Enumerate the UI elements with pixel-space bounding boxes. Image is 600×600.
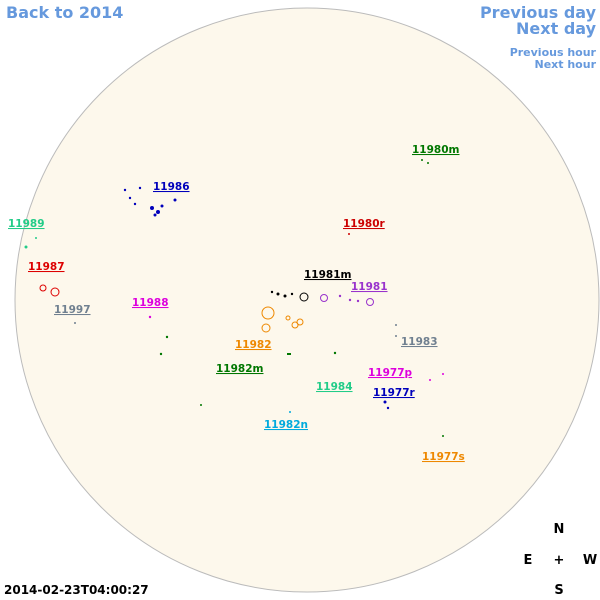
back-link[interactable]: Back to 2014 xyxy=(6,3,123,22)
compass-center: + xyxy=(554,553,565,568)
compass-east: E xyxy=(524,553,533,568)
region-label[interactable]: 11984 xyxy=(316,381,353,393)
next-day-link[interactable]: Next day xyxy=(516,19,597,38)
compass-north: N xyxy=(554,522,565,537)
region-label[interactable]: 11981m xyxy=(304,269,352,281)
previous-hour-link[interactable]: Previous hour xyxy=(510,46,597,59)
region-label[interactable]: 11987 xyxy=(28,261,65,273)
region-label[interactable]: 11988 xyxy=(132,297,169,309)
next-hour-link[interactable]: Next hour xyxy=(535,58,597,71)
compass-south: S xyxy=(554,583,563,598)
region-label[interactable]: 11980r xyxy=(343,218,386,230)
region-label[interactable]: 11986 xyxy=(153,181,190,193)
timestamp: 2014-02-23T04:00:27 xyxy=(4,583,149,597)
region-label[interactable]: 11980m xyxy=(412,144,460,156)
compass-west: W xyxy=(583,553,597,568)
sunspots xyxy=(24,159,444,437)
region-label[interactable]: 11982m xyxy=(216,363,264,375)
region-label[interactable]: 11977r xyxy=(373,387,416,399)
region-label[interactable]: 11983 xyxy=(401,336,438,348)
region-label[interactable]: 11997 xyxy=(54,304,91,316)
region-label[interactable]: 11982 xyxy=(235,339,272,351)
region-label[interactable]: 11981 xyxy=(351,281,388,293)
region-label[interactable]: 11989 xyxy=(8,218,45,230)
region-label[interactable]: 11977p xyxy=(368,367,413,379)
region-label[interactable]: 11977s xyxy=(422,451,465,463)
previous-day-link[interactable]: Previous day xyxy=(480,3,597,22)
region-label[interactable]: 11982n xyxy=(264,419,308,431)
